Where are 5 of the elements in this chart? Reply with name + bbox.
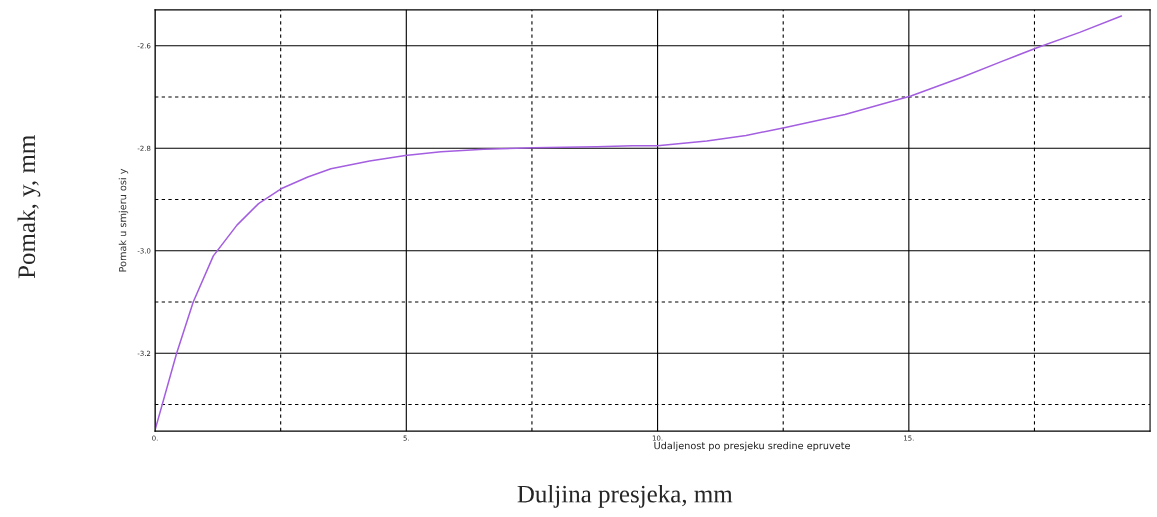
text: Duljina presjeka, mm (517, 484, 733, 508)
line-series (155, 15, 1123, 431)
x-axis-title: Udaljenost po presjeku sredine epruvete (654, 441, 850, 452)
y-axis-title: Pomak u smjeru osi y (118, 168, 129, 272)
text: Pomak, y, mm (17, 135, 41, 279)
